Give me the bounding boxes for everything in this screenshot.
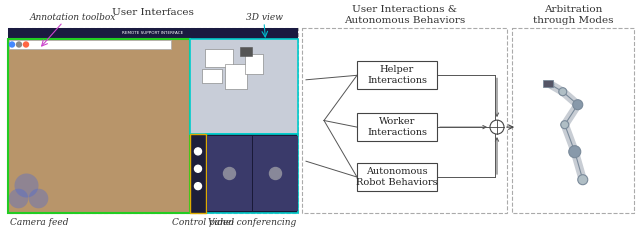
Circle shape — [223, 168, 236, 180]
Bar — [8, 39, 190, 213]
Bar — [8, 28, 298, 213]
Circle shape — [490, 120, 504, 134]
Bar — [202, 69, 222, 83]
Point — [21, 183, 31, 187]
Circle shape — [573, 100, 583, 110]
Bar — [543, 80, 553, 87]
Circle shape — [574, 101, 582, 109]
Bar — [206, 134, 298, 213]
Bar — [512, 28, 634, 213]
Text: User Interfaces: User Interfaces — [112, 8, 194, 17]
Circle shape — [269, 168, 282, 180]
Bar — [205, 49, 233, 67]
Text: 3D view: 3D view — [246, 13, 282, 22]
Bar — [225, 64, 247, 89]
Circle shape — [195, 148, 202, 155]
Circle shape — [195, 183, 202, 190]
Bar — [9, 40, 171, 49]
Circle shape — [17, 42, 22, 47]
Circle shape — [24, 42, 29, 47]
Point — [13, 196, 23, 200]
Bar — [190, 39, 298, 134]
Text: Worker
Interactions: Worker Interactions — [367, 117, 427, 137]
Text: Camera feed: Camera feed — [10, 218, 68, 227]
Circle shape — [569, 146, 580, 158]
Circle shape — [195, 165, 202, 172]
Text: Arbitration
through Modes: Arbitration through Modes — [532, 5, 613, 25]
Text: Video conferencing: Video conferencing — [208, 218, 296, 227]
Text: User Interactions &
Autonomous Behaviors: User Interactions & Autonomous Behaviors — [344, 5, 465, 25]
Circle shape — [10, 42, 15, 47]
Point — [33, 196, 43, 200]
Bar — [190, 134, 206, 213]
Bar — [207, 136, 252, 211]
Text: Autonomous
Robot Behaviors: Autonomous Robot Behaviors — [356, 167, 438, 187]
Circle shape — [561, 121, 569, 129]
Circle shape — [548, 82, 554, 88]
Circle shape — [571, 148, 579, 156]
Text: Annotation toolbox: Annotation toolbox — [30, 13, 116, 22]
Text: Helper
Interactions: Helper Interactions — [367, 65, 427, 85]
Bar — [357, 61, 437, 89]
Text: REMOTE SUPPORT INTERFACE: REMOTE SUPPORT INTERFACE — [122, 31, 184, 35]
Circle shape — [578, 175, 588, 185]
Circle shape — [559, 88, 567, 96]
Bar — [240, 47, 252, 56]
Text: Control panel: Control panel — [172, 218, 234, 227]
Bar — [8, 28, 298, 39]
Bar — [302, 28, 507, 213]
Bar — [253, 136, 298, 211]
Bar — [357, 163, 437, 191]
Bar — [357, 113, 437, 141]
Bar — [245, 54, 263, 74]
